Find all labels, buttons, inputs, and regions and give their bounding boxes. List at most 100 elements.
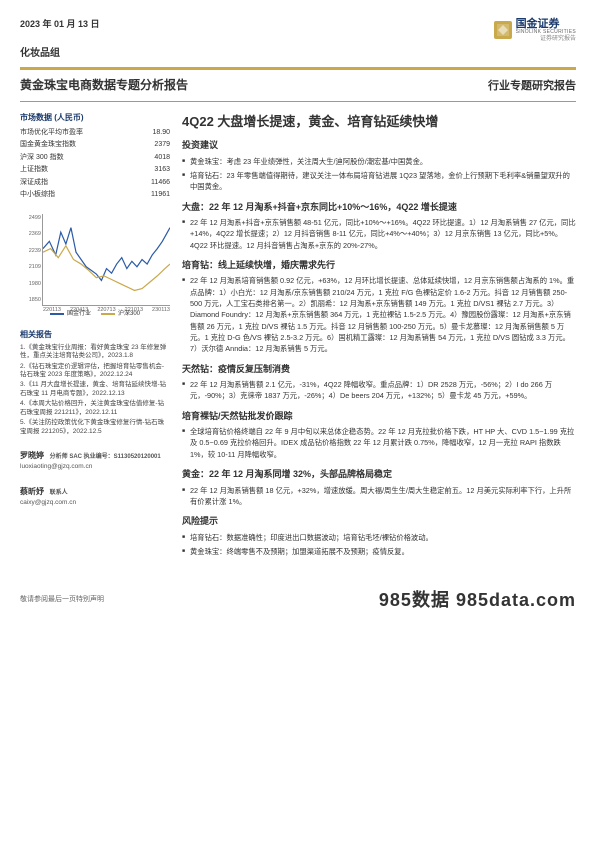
section-heading: 培育钻：线上延续快增，婚庆需求先行 bbox=[182, 259, 576, 273]
market-data-table: 市场优化平均市盈率18.90国金黄金珠宝指数2379沪深 300 指数4018上… bbox=[20, 127, 170, 202]
main-headline: 4Q22 大盘增长提速，黄金、培育钻延续快增 bbox=[182, 112, 576, 132]
xtick-label: 220713 bbox=[97, 306, 115, 314]
market-data-label: 中小板综指 bbox=[20, 189, 135, 202]
bullet-dot-icon: ■ bbox=[182, 217, 190, 251]
related-reports-list: 1.《黄金珠宝行业周报：看好黄金珠宝 23 年修复弹性，重点关注培育钻类公司》，… bbox=[20, 344, 170, 436]
market-data-row: 上证指数3163 bbox=[20, 164, 170, 177]
bullet-text: 22 年 12 月淘系销售额 2.1 亿元，-31%，4Q22 降幅收窄。重点品… bbox=[190, 379, 576, 402]
bullet-item: ■22 年 12 月淘系销售额 18 亿元，+32%，增速放缓。周大福/周生生/… bbox=[182, 485, 576, 508]
bullet-text: 黄金珠宝：终端零售不及预期；加盟渠道拓展不及预期；疫情反复。 bbox=[190, 546, 576, 557]
market-data-label: 沪深 300 指数 bbox=[20, 152, 135, 165]
bullet-dot-icon: ■ bbox=[182, 546, 190, 557]
chart-x-axis: 220113 220413 220713 221013 230113 bbox=[43, 306, 170, 314]
content-section: 培育钻：线上延续快增，婚庆需求先行 ■22 年 12 月淘系培育销售额 0.92 … bbox=[182, 259, 576, 355]
analyst-entry: 罗晓婷 分析师 SAC 执业编号：S1130520120001luoxiaoti… bbox=[20, 450, 170, 472]
logo-subtitle: 证券研究报告 bbox=[516, 36, 576, 43]
section-heading: 风险提示 bbox=[182, 515, 576, 529]
bullet-dot-icon: ■ bbox=[182, 379, 190, 402]
section-heading: 培育裸钻/天然钻批发价跟踪 bbox=[182, 410, 576, 424]
market-data-value: 11961 bbox=[135, 189, 170, 202]
bullet-item: ■22 年 12 月淘系+抖音+京东销售额 48-51 亿元，同比+10%～+1… bbox=[182, 217, 576, 251]
content-section: 培育裸钻/天然钻批发价跟踪 ■全球培育钻价格终端自 22 年 9 月中旬以来总体企… bbox=[182, 410, 576, 460]
market-data-label: 国金黄金珠宝指数 bbox=[20, 139, 135, 152]
market-data-row: 深证成指11466 bbox=[20, 177, 170, 190]
analyst-name: 罗晓婷 分析师 SAC 执业编号：S1130520120001 bbox=[20, 450, 170, 462]
bullet-text: 培育钻石：23 年零售端值得期待，建议关注一体布局培育钻进展 1Q23 望落地，… bbox=[190, 170, 576, 193]
footer-disclaimer: 敬请参阅最后一页特别声明 bbox=[20, 595, 104, 606]
report-title: 黄金珠宝电商数据专题分析报告 bbox=[20, 76, 188, 94]
market-data-row: 中小板综指11961 bbox=[20, 189, 170, 202]
xtick-label: 221013 bbox=[125, 306, 143, 314]
analyst-name: 蔡昕妤 联系人 bbox=[20, 486, 170, 498]
related-report-item: 4.《本周大钻价格回升，关注黄金珠宝估值修复-钻石珠宝周报 221211》，20… bbox=[20, 400, 170, 417]
market-data-row: 市场优化平均市盈率18.90 bbox=[20, 127, 170, 140]
bullet-item: ■全球培育钻价格终端自 22 年 9 月中旬以来总体企稳态势。22 年 12 月… bbox=[182, 426, 576, 460]
bullet-dot-icon: ■ bbox=[182, 170, 190, 193]
bullet-dot-icon: ■ bbox=[182, 532, 190, 543]
market-data-row: 国金黄金珠宝指数2379 bbox=[20, 139, 170, 152]
content-section: 投资建议 ■黄金珠宝：考虑 23 年业绩弹性，关注周大生/迪阿股份/潮宏基/中国黄… bbox=[182, 139, 576, 192]
related-report-item: 1.《黄金珠宝行业周报：看好黄金珠宝 23 年修复弹性，重点关注培育钻类公司》，… bbox=[20, 344, 170, 361]
ytick-label: 2109 bbox=[21, 263, 41, 271]
report-type: 行业专题研究报告 bbox=[488, 78, 576, 95]
ytick-label: 2239 bbox=[21, 247, 41, 255]
market-data-value: 4018 bbox=[135, 152, 170, 165]
ytick-label: 1980 bbox=[21, 280, 41, 288]
logo-mark-icon bbox=[494, 21, 512, 39]
footer-watermark: 985数据 985data.com bbox=[379, 587, 576, 614]
section-heading: 天然钻：疫情反复压制消费 bbox=[182, 363, 576, 377]
xtick-label: 220113 bbox=[43, 306, 61, 314]
related-report-item: 2.《钻石珠宝定价逻辑评估，把握培育钻零售机会-钻石珠宝 2023 年度策略》，… bbox=[20, 363, 170, 380]
market-data-value: 18.90 bbox=[135, 127, 170, 140]
market-data-label: 上证指数 bbox=[20, 164, 135, 177]
market-data-label: 深证成指 bbox=[20, 177, 135, 190]
content-section: 天然钻：疫情反复压制消费 ■22 年 12 月淘系销售额 2.1 亿元，-31%，… bbox=[182, 363, 576, 402]
analyst-email: caixy@gjzq.com.cn bbox=[20, 498, 170, 508]
report-date: 2023 年 01 月 13 日 bbox=[20, 18, 100, 32]
market-data-title: 市场数据 (人民币) bbox=[20, 112, 170, 124]
ytick-label: 1850 bbox=[21, 296, 41, 304]
xtick-label: 220413 bbox=[70, 306, 88, 314]
bullet-text: 全球培育钻价格终端自 22 年 9 月中旬以来总体企稳态势。22 年 12 月克… bbox=[190, 426, 576, 460]
xtick-label: 230113 bbox=[152, 306, 170, 314]
analyst-title: 分析师 SAC 执业编号：S1130520120001 bbox=[48, 454, 161, 460]
bullet-text: 黄金珠宝：考虑 23 年业绩弹性，关注周大生/迪阿股份/潮宏基/中国黄金。 bbox=[190, 156, 576, 167]
bullet-item: ■培育钻石：数据准确性；印度进出口数据波动；培育钻毛坯/裸钻价格波动。 bbox=[182, 532, 576, 543]
chart-y-axis: 2499 2369 2239 2109 1980 1850 bbox=[21, 214, 41, 305]
ytick-label: 2499 bbox=[21, 214, 41, 222]
market-data-value: 3163 bbox=[135, 164, 170, 177]
analyst-email: luoxiaoting@gjzq.com.cn bbox=[20, 462, 170, 472]
section-heading: 投资建议 bbox=[182, 139, 576, 153]
brand-logo: 国金证券 SINOLINK SECURITIES 证券研究报告 bbox=[494, 18, 576, 42]
bullet-item: ■22 年 12 月淘系销售额 2.1 亿元，-31%，4Q22 降幅收窄。重点… bbox=[182, 379, 576, 402]
market-data-value: 11466 bbox=[135, 177, 170, 190]
category-label: 化妆品组 bbox=[20, 46, 576, 61]
index-line-chart: 249923692239210919801850 220113220413220… bbox=[42, 214, 170, 306]
bullet-item: ■22 年 12 月淘系培育销售额 0.92 亿元，+63%，12 月环比增长提… bbox=[182, 275, 576, 354]
content-section: 风险提示■培育钻石：数据准确性；印度进出口数据波动；培育钻毛坯/裸钻价格波动。■… bbox=[182, 515, 576, 557]
bullet-dot-icon: ■ bbox=[182, 426, 190, 460]
bullet-text: 22 年 12 月淘系销售额 18 亿元，+32%，增速放缓。周大福/周生生/周… bbox=[190, 485, 576, 508]
analyst-title: 联系人 bbox=[48, 490, 68, 496]
bullet-dot-icon: ■ bbox=[182, 156, 190, 167]
market-data-label: 市场优化平均市盈率 bbox=[20, 127, 135, 140]
bullet-item: ■黄金珠宝：考虑 23 年业绩弹性，关注周大生/迪阿股份/潮宏基/中国黄金。 bbox=[182, 156, 576, 167]
ytick-label: 2369 bbox=[21, 230, 41, 238]
bullet-text: 22 年 12 月淘系+抖音+京东销售额 48-51 亿元，同比+10%～+16… bbox=[190, 217, 576, 251]
related-reports-title: 相关报告 bbox=[20, 329, 170, 341]
header-separator bbox=[20, 101, 576, 102]
related-report-item: 3.《11 月大盘增长提速，黄金、培育钻延续快增-钻石珠宝 11 月电商专题》，… bbox=[20, 381, 170, 398]
bullet-text: 22 年 12 月淘系培育销售额 0.92 亿元，+63%，12 月环比增长提速… bbox=[190, 275, 576, 354]
analysts-block: 罗晓婷 分析师 SAC 执业编号：S1130520120001luoxiaoti… bbox=[20, 450, 170, 508]
section-heading: 黄金：22 年 12 月淘系同增 32%，头部品牌格局稳定 bbox=[182, 468, 576, 482]
section-heading: 大盘：22 年 12 月淘系+抖音+京东同比+10%～16%，4Q22 增长提速 bbox=[182, 201, 576, 215]
bullet-text: 培育钻石：数据准确性；印度进出口数据波动；培育钻毛坯/裸钻价格波动。 bbox=[190, 532, 576, 543]
bullet-dot-icon: ■ bbox=[182, 275, 190, 354]
related-report-item: 5.《关注防控政策优化下黄金珠宝修复行情-钻石珠宝周报 221205》，2022… bbox=[20, 419, 170, 436]
bullet-dot-icon: ■ bbox=[182, 485, 190, 508]
header-gold-bar bbox=[20, 67, 576, 70]
market-data-row: 沪深 300 指数4018 bbox=[20, 152, 170, 165]
bullet-item: ■黄金珠宝：终端零售不及预期；加盟渠道拓展不及预期；疫情反复。 bbox=[182, 546, 576, 557]
market-data-value: 2379 bbox=[135, 139, 170, 152]
content-section: 大盘：22 年 12 月淘系+抖音+京东同比+10%～16%，4Q22 增长提速… bbox=[182, 201, 576, 251]
